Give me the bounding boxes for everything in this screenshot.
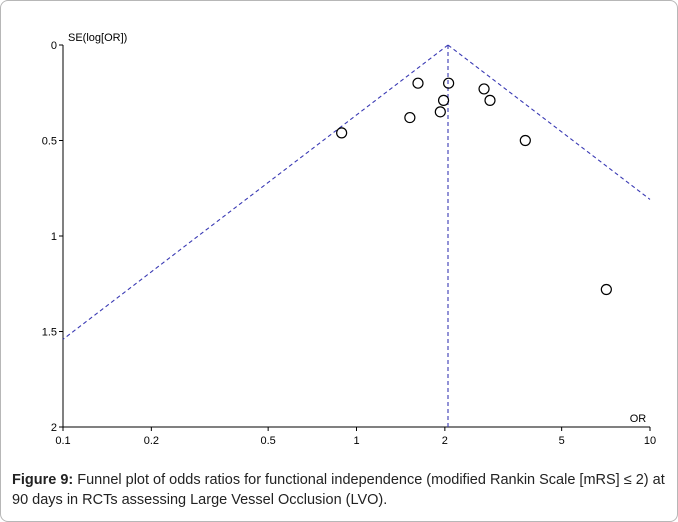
study-point — [434, 106, 446, 118]
funnel-left-limit — [62, 44, 449, 340]
study-point — [443, 77, 455, 89]
x-tick-label: 1 — [353, 435, 359, 447]
plot-axes: 00.511.520.1 0.2 0.5 1 2 5 10 — [42, 40, 656, 447]
y-axis-label: SE(log[OR]) — [68, 32, 127, 44]
y-tick-label: 1 — [51, 231, 57, 243]
study-point — [336, 127, 348, 139]
study-point — [600, 283, 612, 296]
y-tick-label: 0 — [51, 40, 57, 52]
study-point — [484, 94, 496, 106]
x-tick-label: 0.5 — [260, 435, 275, 447]
funnel-right-limit — [447, 44, 651, 200]
x-tick-label: 10 — [644, 435, 656, 447]
y-tick-label: 2 — [51, 422, 57, 434]
x-axis-label: OR — [630, 413, 647, 425]
y-tick-label: 1.5 — [42, 327, 57, 339]
funnel-guides — [62, 44, 651, 427]
study-point — [437, 94, 450, 106]
study-point — [412, 77, 424, 89]
x-tick-label: 0.1 — [55, 435, 70, 447]
study-point — [519, 134, 531, 147]
figure-caption: Figure 9: Funnel plot of odds ratios for… — [12, 470, 672, 510]
caption-label: Figure 9: — [12, 472, 74, 488]
study-point — [404, 111, 416, 124]
x-tick-label: 0.2 — [144, 435, 159, 447]
x-tick-label: 2 — [442, 435, 448, 447]
x-tick-label: 5 — [559, 435, 565, 447]
funnel-plot: 00.511.520.1 0.2 0.5 1 2 5 10 SE(log[OR]) OR — [42, 32, 656, 447]
data-points — [336, 77, 612, 296]
y-tick-label: 0.5 — [42, 136, 57, 148]
study-point — [478, 83, 490, 95]
caption-text: Funnel plot of odds ratios for functiona… — [12, 472, 665, 508]
